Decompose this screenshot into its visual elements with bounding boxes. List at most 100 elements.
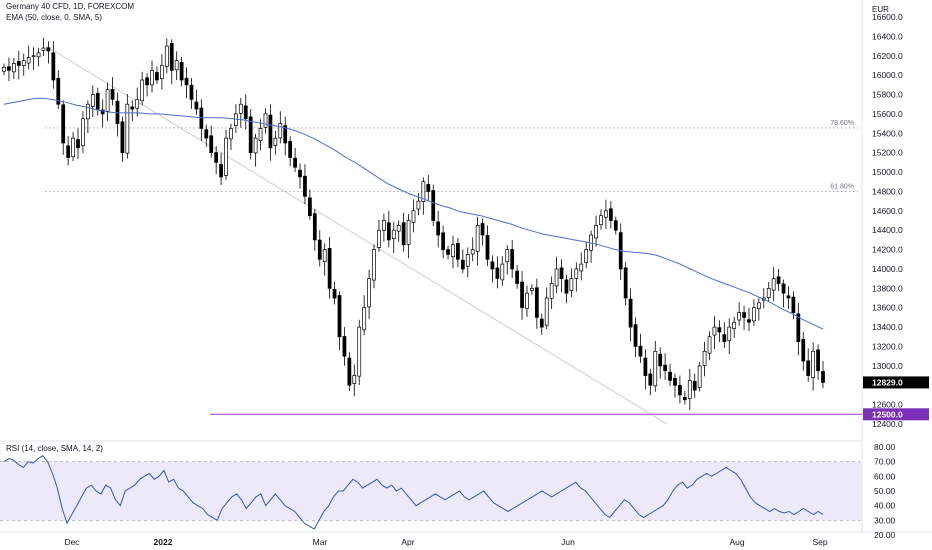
- candle-body[interactable]: [569, 278, 574, 292]
- rsi-axis[interactable]: 20.00 30.00 40.00 50.00 60.00 70.00 80.00: [874, 442, 896, 540]
- candle-body[interactable]: [401, 222, 406, 246]
- candle-body[interactable]: [539, 318, 544, 328]
- candle-body[interactable]: [485, 235, 490, 260]
- candle-body[interactable]: [41, 47, 46, 51]
- candle-body[interactable]: [505, 249, 510, 263]
- candle-body[interactable]: [317, 239, 322, 260]
- candle-body[interactable]: [377, 229, 381, 248]
- rsi-legend[interactable]: RSI (14, close, SMA, 14, 2): [6, 444, 103, 453]
- candle-body[interactable]: [559, 267, 564, 279]
- candle-body[interactable]: [668, 371, 672, 381]
- candle-body[interactable]: [510, 249, 515, 270]
- candle-body[interactable]: [160, 65, 164, 79]
- candle-body[interactable]: [470, 249, 475, 255]
- candle-body[interactable]: [712, 326, 717, 336]
- candle-body[interactable]: [2, 67, 6, 72]
- candle-body[interactable]: [549, 283, 554, 299]
- candle-body[interactable]: [490, 261, 495, 270]
- candle-body[interactable]: [816, 349, 820, 372]
- candle-body[interactable]: [352, 375, 357, 384]
- candle-body[interactable]: [520, 281, 524, 309]
- candle-body[interactable]: [673, 377, 677, 386]
- candle-body[interactable]: [436, 221, 441, 236]
- candle-body[interactable]: [337, 295, 342, 338]
- candle-body[interactable]: [544, 297, 549, 326]
- candle-body[interactable]: [628, 298, 633, 328]
- candle-body[interactable]: [21, 60, 26, 66]
- candle-body[interactable]: [811, 350, 816, 379]
- candle-body[interactable]: [682, 396, 687, 401]
- candle-body[interactable]: [648, 373, 653, 386]
- candle-body[interactable]: [258, 128, 263, 142]
- candle-body[interactable]: [174, 60, 179, 71]
- candle-body[interactable]: [155, 72, 159, 81]
- symbol-legend[interactable]: Germany 40 CFD, 1D, FOREXCOM: [6, 2, 135, 11]
- candle-body[interactable]: [367, 278, 371, 308]
- candle-body[interactable]: [214, 152, 219, 163]
- support-price-tag[interactable]: [863, 408, 929, 421]
- trendline[interactable]: [45, 45, 668, 425]
- candle-body[interactable]: [66, 145, 71, 158]
- candle-body[interactable]: [26, 57, 31, 64]
- candle-body[interactable]: [446, 249, 450, 255]
- candle-body[interactable]: [431, 190, 436, 221]
- candle-body[interactable]: [36, 52, 41, 58]
- candle-body[interactable]: [169, 43, 174, 71]
- ema-legend[interactable]: EMA (50, close, 0, SMA, 5): [6, 13, 103, 22]
- candle-body[interactable]: [386, 222, 391, 241]
- candle-body[interactable]: [268, 114, 273, 149]
- candle-body[interactable]: [95, 92, 100, 110]
- last-price-tag[interactable]: [863, 376, 929, 389]
- candle-body[interactable]: [288, 141, 293, 158]
- candle-body[interactable]: [441, 232, 445, 250]
- candle-body[interactable]: [234, 113, 238, 126]
- candle-body[interactable]: [411, 210, 416, 223]
- candle-body[interactable]: [273, 137, 278, 146]
- candle-body[interactable]: [347, 357, 352, 386]
- candle-body[interactable]: [495, 267, 500, 279]
- candle-body[interactable]: [298, 169, 302, 178]
- candle-body[interactable]: [372, 249, 376, 281]
- candle-body[interactable]: [110, 88, 115, 100]
- candle-body[interactable]: [574, 268, 579, 279]
- candle-body[interactable]: [219, 164, 223, 178]
- candle-body[interactable]: [120, 121, 125, 154]
- candle-body[interactable]: [633, 324, 638, 347]
- candle-body[interactable]: [456, 243, 460, 260]
- candle-body[interactable]: [406, 220, 411, 245]
- candle-body[interactable]: [283, 125, 288, 144]
- candle-body[interactable]: [451, 244, 455, 257]
- candle-body[interactable]: [7, 66, 11, 71]
- candle-body[interactable]: [391, 229, 396, 239]
- candle-body[interactable]: [776, 276, 781, 284]
- candle-body[interactable]: [253, 137, 258, 154]
- candle-body[interactable]: [692, 381, 697, 391]
- candle-body[interactable]: [303, 175, 307, 197]
- candle-body[interactable]: [702, 350, 707, 366]
- candle-body[interactable]: [263, 113, 268, 128]
- candle-body[interactable]: [604, 210, 608, 218]
- candle-body[interactable]: [742, 312, 746, 318]
- candle-body[interactable]: [308, 197, 312, 217]
- candle-body[interactable]: [643, 357, 648, 376]
- candle-body[interactable]: [76, 139, 80, 149]
- rsi-line[interactable]: [3, 455, 824, 530]
- candle-body[interactable]: [821, 371, 825, 383]
- ema-line[interactable]: [3, 97, 824, 330]
- candle-body[interactable]: [56, 77, 61, 105]
- price-pane[interactable]: [0, 0, 862, 440]
- candle-body[interactable]: [130, 106, 135, 110]
- candle-body[interactable]: [500, 263, 505, 281]
- candle-body[interactable]: [747, 319, 751, 323]
- candle-body[interactable]: [722, 334, 727, 342]
- candle-body[interactable]: [623, 267, 628, 299]
- candle-body[interactable]: [332, 289, 337, 299]
- candle-body[interactable]: [791, 296, 796, 313]
- candle-body[interactable]: [11, 63, 16, 73]
- candle-body[interactable]: [663, 364, 667, 372]
- candle-body[interactable]: [150, 69, 154, 86]
- candle-body[interactable]: [480, 223, 485, 236]
- time-axis[interactable]: Dec 2022 Mar Apr Jun Aug Sep: [64, 537, 827, 547]
- candle-body[interactable]: [85, 103, 90, 120]
- candle-body[interactable]: [564, 279, 569, 294]
